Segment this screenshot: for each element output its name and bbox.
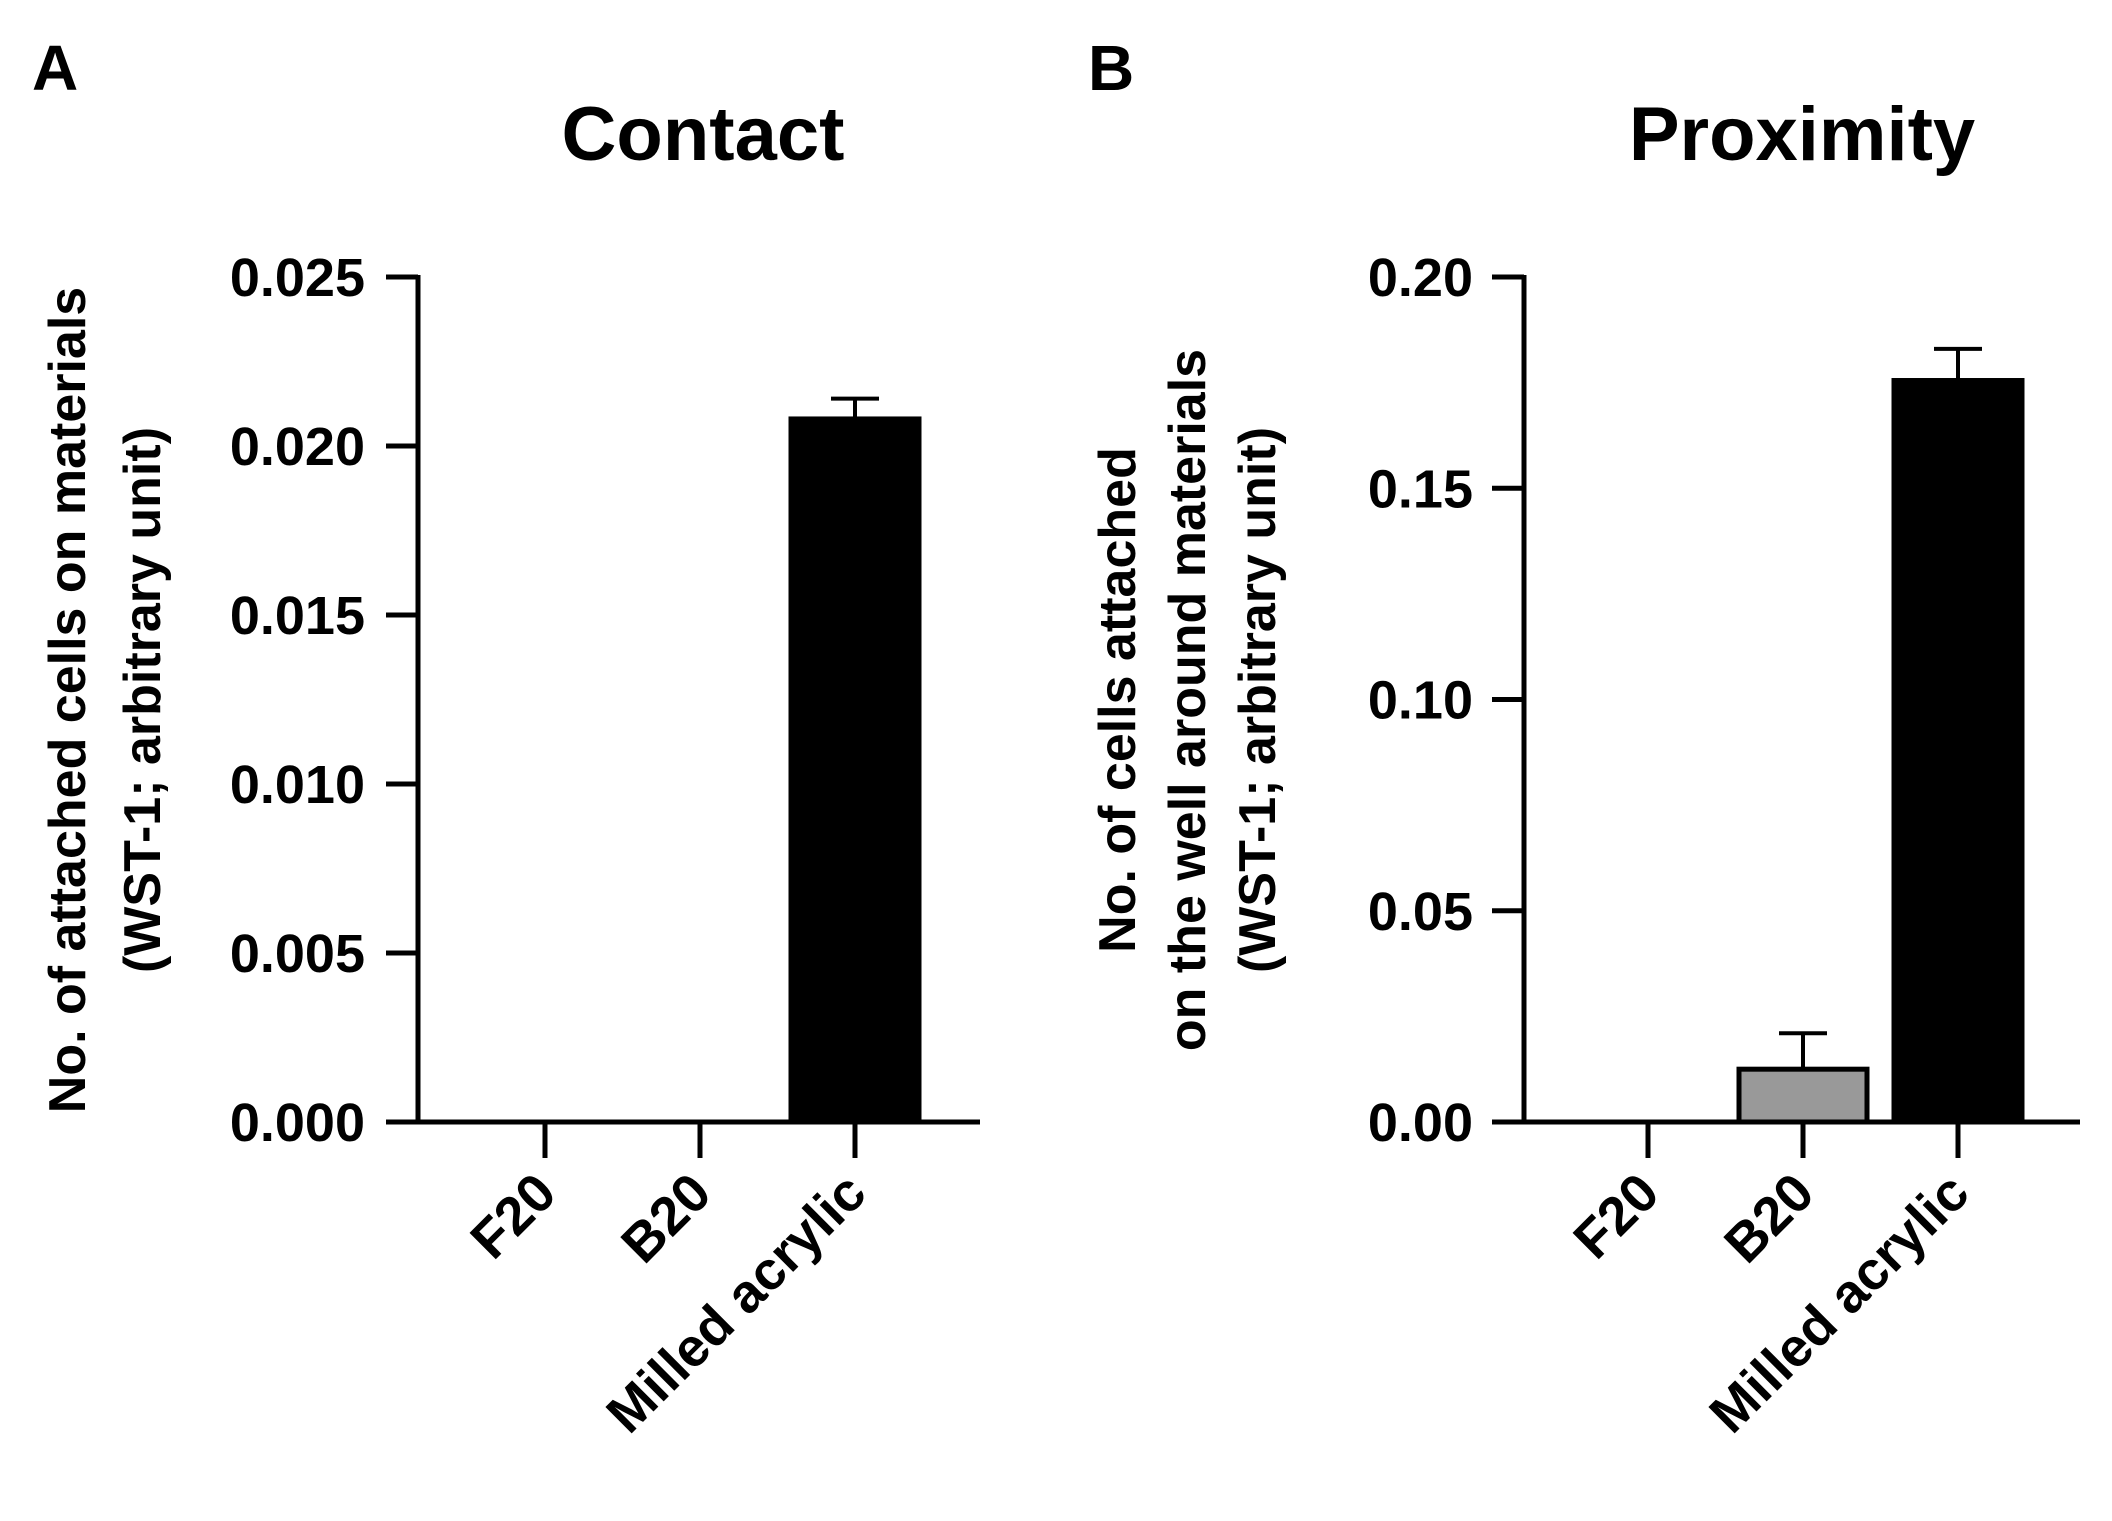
y-tick-label: 0.015 <box>230 586 365 646</box>
y-tick-label: 0.15 <box>1368 459 1473 519</box>
y-axis-label: No. of attached cells on materials (WST-1… <box>39 287 172 1113</box>
x-tick-label: F20 <box>1562 1162 1670 1270</box>
y-tick-label: 0.020 <box>230 417 365 477</box>
x-tick-label: F20 <box>459 1162 567 1270</box>
panel-b: B Proximity No. of cells attached on the … <box>1088 32 2080 1444</box>
panel-letter: A <box>32 32 78 104</box>
y-tick-label: 0.00 <box>1368 1093 1473 1153</box>
bar <box>788 416 922 1125</box>
bar <box>1736 1066 1870 1125</box>
panel-a: A Contact No. of attached cells on mater… <box>32 32 980 1444</box>
chart-title: Proximity <box>1629 92 1975 177</box>
bars <box>1736 346 2025 1125</box>
x-tick-label: B20 <box>610 1162 722 1274</box>
x-tick-label: B20 <box>1713 1162 1825 1274</box>
y-axis-label-line: No. of cells attached <box>1089 447 1147 953</box>
y-ticks: 0.000 0.005 0.010 0.015 0.020 0.025 <box>230 248 418 1153</box>
y-tick-label: 0.000 <box>230 1093 365 1153</box>
y-tick-label: 0.025 <box>230 248 365 308</box>
y-axis-label: No. of cells attached on the well around … <box>1089 349 1287 1051</box>
y-tick-label: 0.05 <box>1368 882 1473 942</box>
y-tick-label: 0.005 <box>230 924 365 984</box>
chart-title: Contact <box>562 92 845 177</box>
y-tick-label: 0.010 <box>230 755 365 815</box>
y-axis-label-line: on the well around materials <box>1159 349 1217 1051</box>
y-axis-label-line: (WST-1; arbitrary unit) <box>1229 427 1287 973</box>
y-tick-label: 0.20 <box>1368 248 1473 308</box>
panel-letter: B <box>1088 32 1134 104</box>
bar <box>1891 378 2025 1125</box>
y-ticks: 0.00 0.05 0.10 0.15 0.20 <box>1368 248 1524 1153</box>
bars <box>788 396 922 1125</box>
y-tick-label: 0.10 <box>1368 671 1473 731</box>
y-axis-label-line: No. of attached cells on materials <box>39 287 97 1113</box>
y-axis-label-line: (WST-1; arbitrary unit) <box>114 427 172 973</box>
